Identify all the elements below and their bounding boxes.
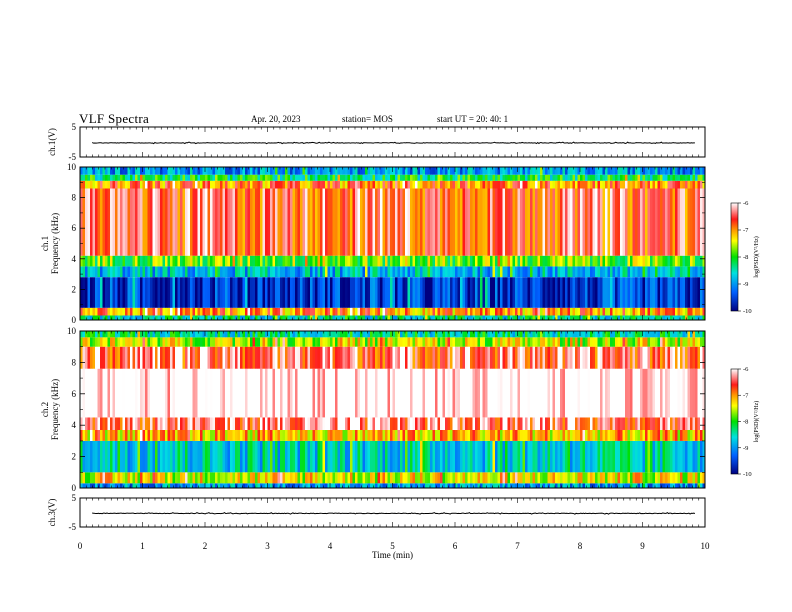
spectrogram-band [80, 472, 705, 484]
x-axis-label: Time (min) [372, 550, 413, 560]
spectrogram-band [80, 315, 705, 320]
colorbar-tick-label: -6 [743, 200, 749, 207]
y-tick-label: 5 [72, 493, 77, 503]
colorbar-tick-label: -7 [743, 392, 749, 399]
ch1_spectrogram-heatmap [80, 167, 705, 320]
y-axis-label-line: ch.3(V) [47, 499, 57, 527]
spectrogram-band [80, 277, 705, 308]
y-axis-label-line: ch.1(V) [47, 128, 57, 156]
ch1_waveform-trace [92, 141, 695, 145]
y-tick-label: 2 [72, 284, 77, 294]
ch3_waveform-ylabel: ch.3(V) [47, 499, 57, 527]
station-label: station= MOS [342, 114, 393, 124]
x-tick-label: 4 [328, 541, 333, 551]
colorbar-tick-label: -8 [743, 254, 748, 261]
x-tick-label: 6 [453, 541, 458, 551]
y-tick-label: -5 [69, 152, 77, 162]
date-label: Apr. 20, 2023 [251, 114, 301, 124]
spectrogram-band [80, 167, 705, 175]
y-axis-label-line: ch.1 [40, 236, 50, 251]
y-axis-label-line: Frequency (kHz) [50, 213, 60, 274]
spectrogram-band [80, 337, 705, 347]
y-tick-label: 4 [72, 420, 77, 430]
spectrogram-band [80, 307, 705, 316]
colorbar-tick-label: -6 [743, 366, 749, 373]
colorbar [730, 202, 739, 312]
ch1_spectrogram-ylabel: ch.1 Frequency (kHz) [40, 213, 60, 274]
y-tick-label: 8 [72, 357, 77, 367]
y-axis-label-line: Frequency (kHz) [50, 379, 60, 440]
spectrogram-band [80, 266, 705, 278]
y-tick-label: 4 [72, 254, 77, 264]
colorbar-tick-label: -9 [743, 281, 748, 288]
spectrogram-band [80, 331, 705, 338]
x-tick-label: 2 [203, 541, 208, 551]
x-tick-label: 3 [265, 541, 270, 551]
y-tick-label: 10 [67, 162, 77, 172]
colorbar-tick-label: -8 [743, 419, 748, 426]
y-tick-label: 5 [72, 122, 77, 132]
spectrogram-band [80, 255, 705, 267]
ch3_waveform-trace [92, 512, 696, 515]
spectrogram-band [80, 174, 705, 181]
x-tick-label: 7 [515, 541, 520, 551]
ch2_spectrogram-heatmap [80, 331, 705, 488]
x-tick-label: 1 [140, 541, 145, 551]
spectrogram-band [80, 188, 705, 256]
y-tick-label: 2 [72, 452, 77, 462]
spectrogram-band [80, 180, 705, 189]
colorbar-tick-label: -7 [743, 227, 749, 234]
spectrogram-band [80, 368, 705, 418]
x-tick-label: 0 [78, 541, 83, 551]
x-tick-label: 9 [640, 541, 645, 551]
y-tick-label: 6 [72, 389, 77, 399]
colorbar-label: log(PSD)(V²/Hz) [753, 236, 760, 277]
y-tick-label: 6 [72, 223, 77, 233]
colorbar-tick-label: -10 [743, 471, 752, 478]
start-time-label: start UT = 20: 40: 1 [437, 114, 509, 124]
colorbar-label: log(PSD)(V²/Hz) [753, 401, 760, 442]
x-tick-label: 5 [390, 541, 395, 551]
x-tick-label: 8 [578, 541, 583, 551]
spectrogram-band [80, 346, 705, 369]
colorbar-tick-label: -9 [743, 445, 748, 452]
ch1_waveform-ylabel: ch.1(V) [47, 128, 57, 156]
y-tick-label: 0 [72, 315, 77, 325]
spectrogram-band [80, 429, 705, 441]
colorbar-tick-label: -10 [743, 308, 752, 315]
y-tick-label: 0 [72, 483, 77, 493]
colorbar [730, 368, 739, 475]
y-tick-label: 10 [67, 326, 77, 336]
chart-title: VLF Spectra [79, 111, 150, 126]
x-tick-label: 10 [701, 541, 711, 551]
y-tick-label: 8 [72, 193, 77, 203]
y-axis-label-line: ch.2 [40, 402, 50, 417]
y-tick-label: -5 [69, 522, 77, 532]
spectrogram-band [80, 440, 705, 473]
spectrogram-band [80, 417, 705, 430]
ch2_spectrogram-ylabel: ch.2 Frequency (kHz) [40, 379, 60, 440]
